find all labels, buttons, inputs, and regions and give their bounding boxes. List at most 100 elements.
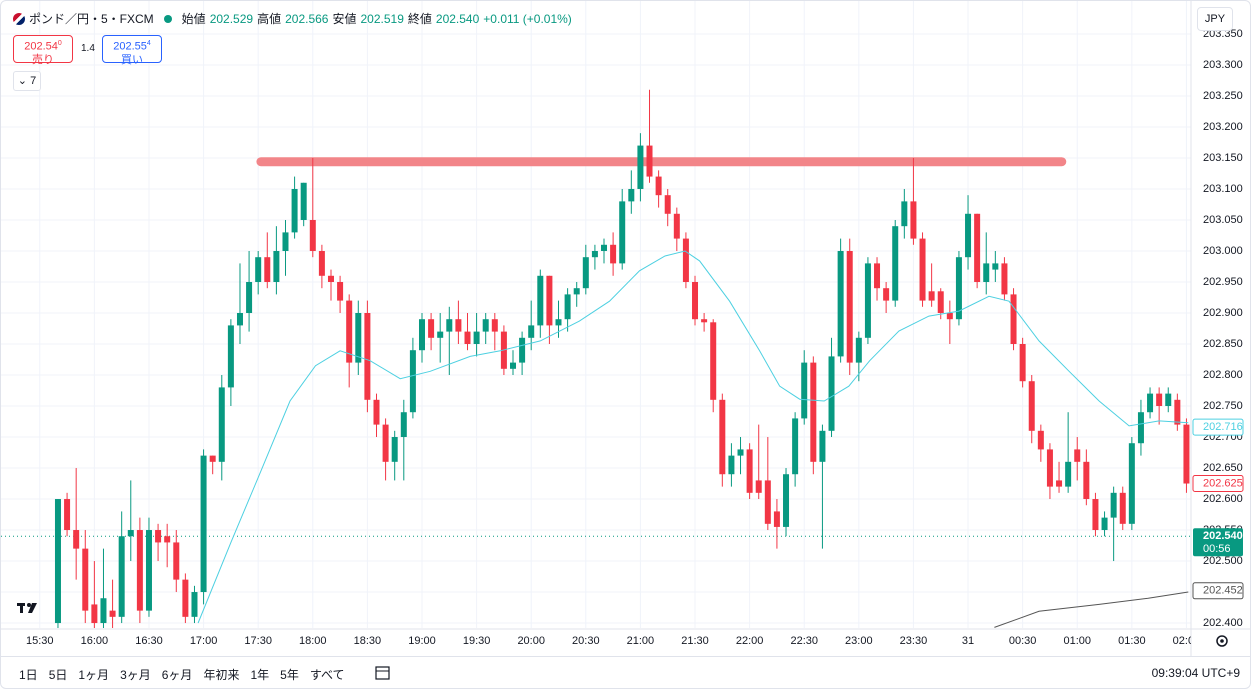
x-tick-label: 23:00 <box>845 635 873 647</box>
candle-body <box>837 250 844 357</box>
candle-body <box>591 250 598 258</box>
ohlc-value: 202.529 <box>209 11 254 26</box>
candle-body <box>318 250 325 276</box>
price-tag <box>1192 418 1244 436</box>
settings-icon[interactable] <box>1216 635 1228 647</box>
candle-body <box>145 530 152 611</box>
price-tag-label: 202.452 <box>1203 585 1243 597</box>
x-tick-label: 01:30 <box>1118 635 1146 647</box>
range-button[interactable]: 5日 <box>48 668 68 682</box>
candle-body <box>464 331 471 345</box>
x-tick-label: 19:00 <box>408 635 436 647</box>
buy-button[interactable]: 202.554 買い <box>102 35 162 66</box>
legend: ポンド／円・5・FXCM 始値 202.529 高値 202.566 安値 202.5… <box>13 10 572 27</box>
x-tick-label: 00:30 <box>1009 635 1037 647</box>
candle-body <box>100 598 107 624</box>
candle-body <box>1128 443 1135 524</box>
range-button[interactable]: 6ヶ月 <box>161 668 193 682</box>
candle-body <box>965 213 972 258</box>
buy-label: 買い <box>121 53 143 66</box>
price-tag-label: 202.716 <box>1203 421 1243 433</box>
y-tick-label: 203.100 <box>1203 183 1243 195</box>
candle-body <box>519 337 526 363</box>
candle-body <box>673 213 680 239</box>
range-button[interactable]: すべて <box>309 668 345 682</box>
time-axis: 15:30 16:00 16:30 17:00 17:30 18:00 18:30 19:00… <box>26 635 1191 647</box>
candle-body <box>300 182 307 220</box>
y-tick-label: 202.400 <box>1203 617 1243 629</box>
candle-body <box>892 226 899 301</box>
candle-body <box>1001 263 1008 295</box>
last-price-tag <box>1193 528 1243 557</box>
bottom-toolbar: 1日 5日 1ヶ月 3ヶ月 6ヶ月 年初来 1年 5年 すべて 09:39:04 UTC+9 <box>1 656 1250 688</box>
ohlc-value: 202.540 <box>435 11 480 26</box>
candle-body <box>136 530 143 611</box>
candle-body <box>692 281 699 320</box>
candle-body <box>564 294 571 320</box>
x-tick-label: 22:00 <box>736 635 764 647</box>
y-tick-label: 202.650 <box>1203 462 1243 474</box>
candle-body <box>346 300 353 363</box>
candle-body <box>928 291 935 301</box>
x-tick-label: 15:30 <box>26 635 54 647</box>
x-tick-label: 17:00 <box>190 635 218 647</box>
candle-body <box>682 238 689 282</box>
candle-body <box>1174 399 1181 425</box>
buy-price-sup: 4 <box>146 40 151 47</box>
symbol[interactable]: ポンド／円・5・FXCM <box>29 12 154 26</box>
spread: 1.4 <box>81 43 95 54</box>
candle-body <box>1156 393 1163 407</box>
candle-body <box>218 387 225 462</box>
candle-body <box>601 244 608 251</box>
candle-body <box>955 257 962 320</box>
x-tick-label: 21:30 <box>681 635 709 647</box>
x-tick-label: 20:30 <box>572 635 600 647</box>
y-tick-label: 202.900 <box>1203 307 1243 319</box>
ohlc-value: 202.519 <box>360 11 404 26</box>
goto-date-icon[interactable] <box>373 663 393 683</box>
currency-button[interactable]: JPY <box>1197 7 1233 31</box>
candle-body <box>64 499 71 531</box>
indicators-count: 7 <box>30 75 37 87</box>
candle-body <box>1065 461 1072 487</box>
candle-body <box>1101 517 1108 531</box>
range-button[interactable]: 5年 <box>280 668 299 682</box>
candle-body <box>1019 344 1026 382</box>
candle-body <box>946 312 953 320</box>
sell-button[interactable]: 202.540 売り <box>13 35 73 66</box>
candle-body <box>710 322 717 400</box>
candle-body <box>118 536 125 617</box>
indicators-toggle[interactable]: ⌄ 7 <box>13 71 41 91</box>
candle-body <box>874 263 881 289</box>
candle-body <box>764 480 771 524</box>
y-tick-label: 203.000 <box>1203 245 1243 257</box>
candle-body <box>628 188 635 202</box>
last-price-label: 202.540 <box>1203 530 1243 542</box>
x-tick-label: 22:30 <box>790 635 818 647</box>
x-tick-label: 21:00 <box>627 635 655 647</box>
range-button[interactable]: 1年 <box>250 668 270 682</box>
candle-body <box>355 312 362 363</box>
range-button[interactable]: 1日 <box>19 668 38 682</box>
candle-body <box>701 319 708 323</box>
x-tick-label: 23:30 <box>900 635 928 647</box>
range-button[interactable]: 3ヶ月 <box>120 668 151 682</box>
candle-body <box>446 319 453 332</box>
candle-body <box>273 250 280 282</box>
candle-body <box>191 592 198 617</box>
sell-price: 202.54 <box>24 40 58 53</box>
candle-body <box>1074 449 1081 462</box>
candle-body <box>1028 381 1035 431</box>
range-button[interactable]: 年初来 <box>203 668 240 682</box>
x-tick-label: 20:00 <box>517 635 545 647</box>
candle-body <box>373 399 380 425</box>
candle-body <box>309 219 316 251</box>
candle-body <box>255 257 262 282</box>
y-tick-label: 202.600 <box>1203 493 1243 505</box>
y-tick-label: 202.800 <box>1203 369 1243 381</box>
indicator-line <box>197 250 1189 624</box>
y-tick-label: 202.500 <box>1203 555 1243 567</box>
range-button[interactable]: 1ヶ月 <box>78 668 110 682</box>
candle-body <box>719 399 726 475</box>
